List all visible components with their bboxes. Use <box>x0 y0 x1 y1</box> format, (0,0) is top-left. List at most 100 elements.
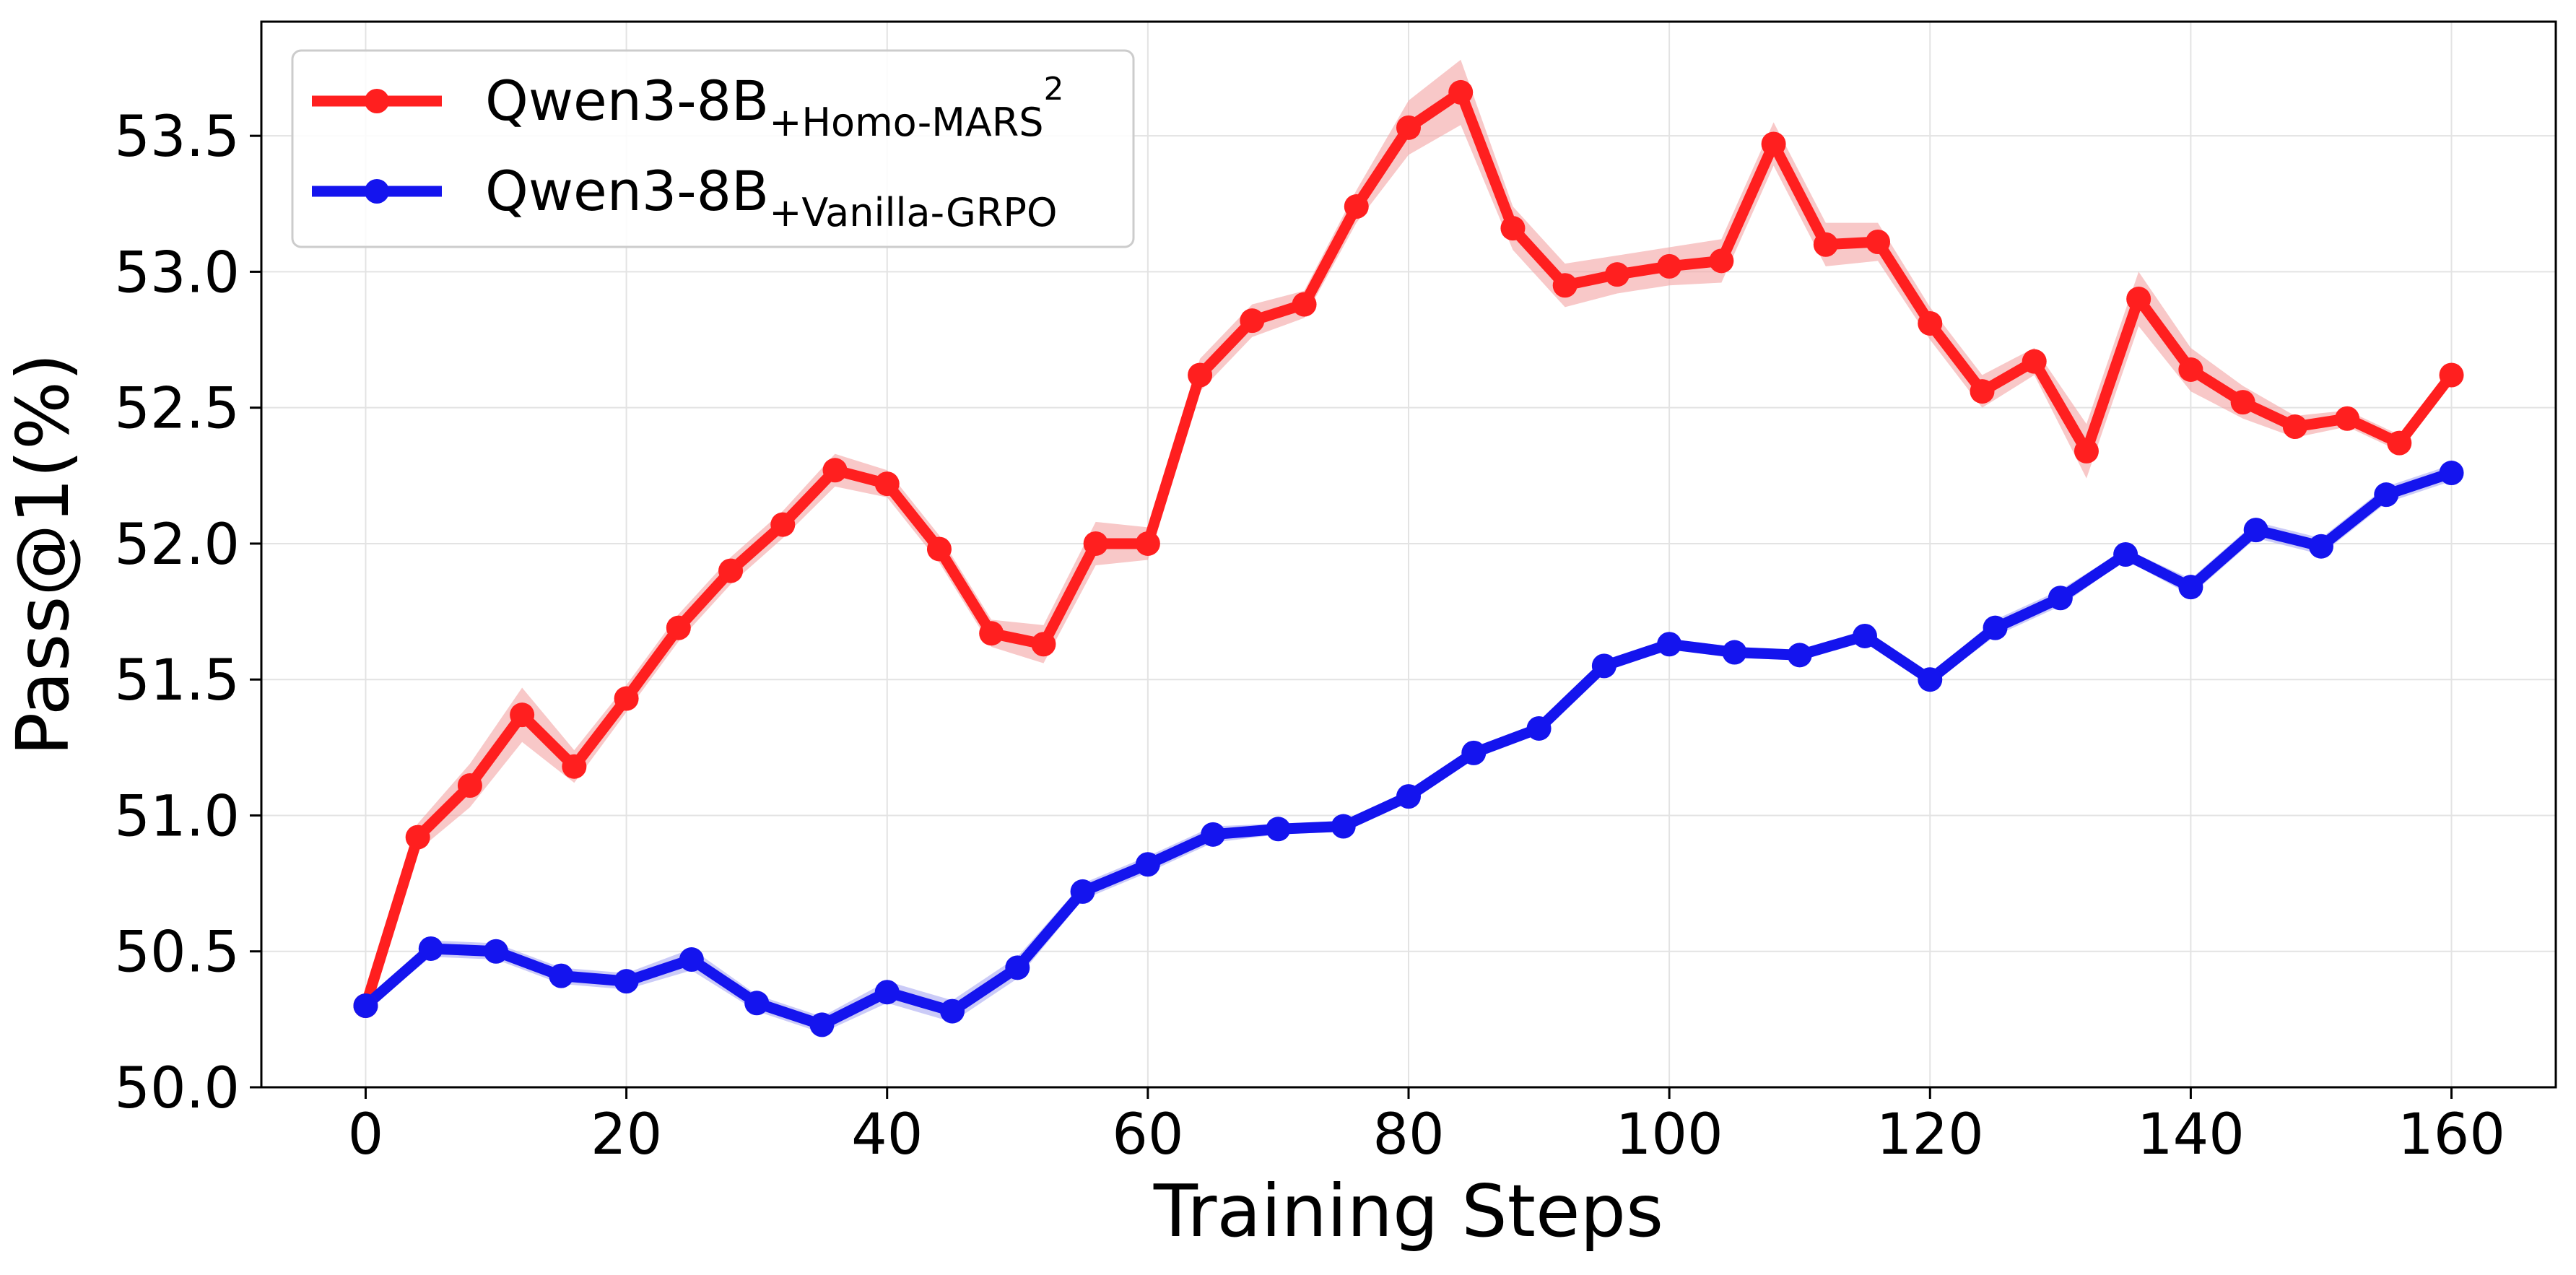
series-0-point <box>2335 406 2360 431</box>
series-0-point <box>2126 287 2151 312</box>
y-tick-label: 52.0 <box>114 513 240 578</box>
series-0-point <box>1448 79 1474 105</box>
series-1-point <box>614 969 639 994</box>
series-0-point <box>510 702 535 728</box>
series-points <box>353 79 2464 1037</box>
series-0-point <box>614 686 639 711</box>
legend-item-1[interactable]: Qwen3-8B+Vanilla-GRPO <box>312 159 1058 235</box>
series-1-point <box>1657 632 1682 657</box>
series-1-point <box>2439 461 2464 486</box>
x-tick-label: 20 <box>591 1102 662 1167</box>
series-0-point <box>926 536 952 562</box>
legend-marker <box>365 179 389 204</box>
series-0-point <box>1344 194 1369 219</box>
series-0-point <box>405 824 430 850</box>
series-1-point <box>1852 623 1877 648</box>
legend-box <box>291 49 1135 248</box>
series-0-point <box>2282 414 2307 440</box>
x-tick-label: 160 <box>2398 1102 2505 1167</box>
y-tick-label: 50.5 <box>114 921 240 985</box>
series-0-point <box>1604 262 1629 287</box>
legend-label-subscript: +Homo-MARS <box>769 100 1043 145</box>
series-1-point <box>2113 542 2138 567</box>
x-tick-label: 140 <box>2137 1102 2245 1167</box>
series-1-point <box>1918 667 1943 692</box>
series-0-point <box>874 471 900 497</box>
series-0-point <box>2387 430 2412 456</box>
axis-ticks: 0 20 40 60 80 100 120 140 160 50.0 50.5 51.0 51.5 52.… <box>114 105 2505 1167</box>
x-tick-label: 120 <box>1876 1102 1984 1167</box>
series-0-point <box>1761 131 1786 157</box>
series-0-point <box>1188 362 1213 388</box>
series-0-point <box>1292 292 1317 317</box>
series-0-point <box>1657 253 1682 279</box>
series-0-point <box>1500 216 1526 241</box>
series-1-point <box>1201 822 1226 847</box>
y-tick-label: 51.0 <box>114 784 240 849</box>
series-1-point <box>1461 740 1487 765</box>
series-1-point <box>484 939 509 964</box>
y-tick-label: 51.5 <box>114 648 240 713</box>
legend-label-name: Qwen3-8B <box>485 159 769 223</box>
series-1-point <box>2178 575 2203 600</box>
series-0-point <box>1396 115 1421 140</box>
series-1-point <box>744 991 770 1016</box>
series-1-point <box>1722 640 1747 665</box>
series-1-point <box>549 963 574 988</box>
series-0-point <box>1083 531 1108 556</box>
y-tick-label: 50.0 <box>114 1056 240 1121</box>
x-tick-label: 40 <box>851 1102 923 1167</box>
series-1-point <box>874 980 900 1005</box>
series-1-point <box>1983 615 2008 640</box>
series-0-point <box>1135 531 1160 556</box>
series-0-point <box>1866 229 1891 254</box>
x-axis-title: Training Steps <box>1153 1169 1663 1253</box>
series-0-point <box>2178 357 2203 382</box>
series-0-point <box>2230 390 2255 415</box>
y-tick-label: 53.0 <box>114 240 240 305</box>
series-1-point <box>1591 653 1616 679</box>
series-0-point <box>1031 632 1056 657</box>
x-tick-label: 100 <box>1616 1102 1723 1167</box>
series-1-point <box>353 993 378 1019</box>
legend-label-name: Qwen3-8B <box>485 69 769 133</box>
series-0-point <box>1813 232 1838 257</box>
series-1-point <box>679 947 704 972</box>
series-0-point <box>1918 310 1943 336</box>
series-1-point <box>1135 852 1160 877</box>
legend-label-subscript: +Vanilla-GRPO <box>769 190 1057 235</box>
series-1-point <box>1526 715 1552 741</box>
series-0-point <box>979 621 1004 646</box>
series-0-point <box>457 773 482 798</box>
series-0-point <box>822 458 848 483</box>
series-0-point <box>718 558 744 583</box>
legend-item-0[interactable]: Qwen3-8B+Homo-MARS2 <box>312 69 1064 145</box>
series-0-point <box>1240 308 1265 334</box>
series-1-point <box>2048 586 2073 611</box>
x-tick-label: 0 <box>348 1102 384 1167</box>
legend-label: Qwen3-8B+Vanilla-GRPO <box>485 159 1058 235</box>
y-tick-label: 53.5 <box>114 105 240 170</box>
series-0-point <box>1709 248 1734 274</box>
series-0-point <box>2439 362 2464 388</box>
legend-label: Qwen3-8B+Homo-MARS2 <box>485 69 1064 145</box>
y-axis-title: Pass@1(%) <box>1 353 85 756</box>
series-0-point <box>2022 349 2047 374</box>
series-1-point <box>1331 814 1356 839</box>
series-1-point <box>2243 518 2268 543</box>
x-tick-label: 60 <box>1112 1102 1183 1167</box>
series-0-point <box>666 615 691 640</box>
series-0-point <box>2074 438 2099 464</box>
series-1-point <box>1787 643 1812 668</box>
series-1-point <box>1266 817 1291 842</box>
series-1-point <box>2374 482 2399 508</box>
series-1-point <box>809 1012 835 1037</box>
series-1-point <box>1070 879 1095 904</box>
series-1-point <box>2308 534 2333 559</box>
series-1-point <box>418 936 443 961</box>
series-0-point <box>1552 273 1578 298</box>
legend-marker <box>365 89 389 113</box>
series-1-point <box>1005 955 1030 980</box>
